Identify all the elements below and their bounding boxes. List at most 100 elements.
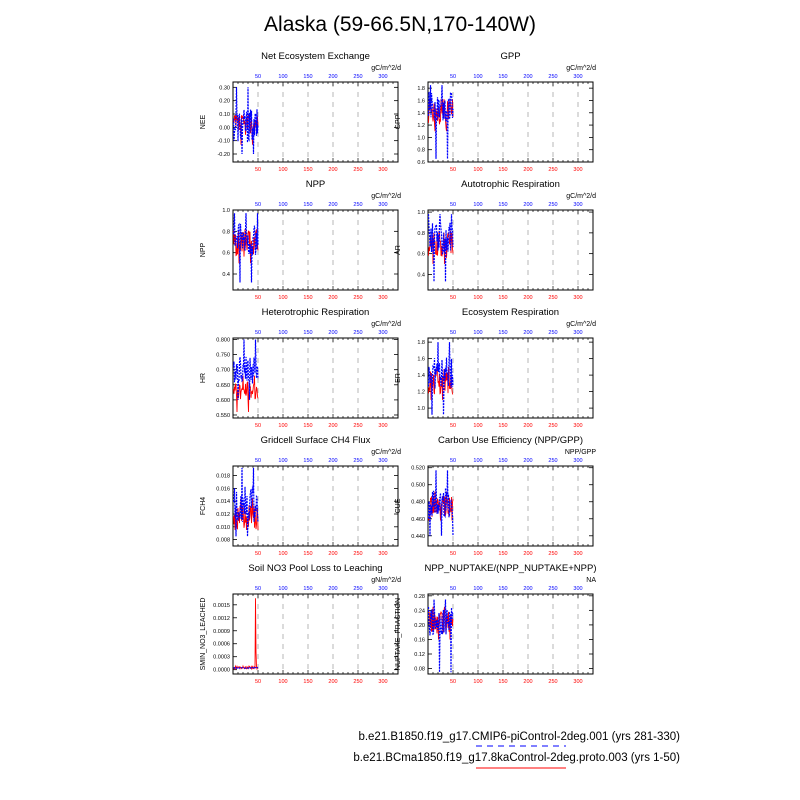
figure-title: Alaska (59-66.5N,170-140W) — [264, 13, 536, 36]
y-tick-label: 0.8 — [222, 229, 230, 235]
x-tick-label-top: 300 — [573, 330, 582, 336]
y-tick-label: 1.2 — [417, 390, 425, 396]
y-tick-label: 0.8 — [417, 148, 425, 154]
x-tick-label-top: 100 — [473, 202, 482, 208]
y-tick-label: 0.08 — [414, 667, 425, 673]
x-tick-label-top: 50 — [450, 202, 456, 208]
x-tick-label-top: 250 — [548, 586, 557, 592]
y-tick-label: 0.0012 — [213, 616, 230, 622]
x-tick-label-bottom: 250 — [548, 551, 557, 557]
x-tick-label-bottom: 100 — [473, 551, 482, 557]
x-tick-label-bottom: 150 — [498, 551, 507, 557]
x-tick-label-top: 100 — [473, 586, 482, 592]
x-tick-label-top: 250 — [353, 586, 362, 592]
y-tick-label: 0.480 — [411, 500, 425, 506]
y-tick-label: 0.8 — [417, 231, 425, 237]
x-tick-label-bottom: 250 — [548, 423, 557, 429]
x-tick-label-top: 300 — [378, 330, 387, 336]
x-tick-label-bottom: 300 — [378, 295, 387, 301]
panel-title: GPP — [500, 51, 520, 62]
y-tick-label: 0.6 — [417, 160, 425, 166]
y-tick-label: 0.24 — [414, 608, 425, 614]
y-tick-label: 0.750 — [216, 353, 230, 359]
y-tick-label: 0.600 — [216, 398, 230, 404]
x-tick-label-bottom: 200 — [523, 167, 532, 173]
x-tick-label-top: 150 — [498, 74, 507, 80]
x-tick-label-bottom: 50 — [450, 551, 456, 557]
x-tick-label-bottom: 200 — [328, 551, 337, 557]
x-tick-label-bottom: 50 — [255, 295, 261, 301]
x-tick-label-top: 300 — [378, 74, 387, 80]
x-tick-label-top: 100 — [473, 330, 482, 336]
x-tick-label-bottom: 200 — [523, 551, 532, 557]
x-tick-label-bottom: 100 — [278, 295, 287, 301]
panel-title: Gridcell Surface CH4 Flux — [261, 435, 371, 446]
y-axis-label: SMIN_NO3_LEACHED — [200, 598, 207, 671]
y-tick-label: 0.0006 — [213, 642, 230, 648]
x-tick-label-top: 300 — [378, 202, 387, 208]
y-axis-label: CUE — [395, 498, 402, 513]
y-tick-label: 0.00 — [219, 125, 230, 131]
panel-title: Net Ecosystem Exchange — [261, 51, 370, 62]
x-tick-label-top: 300 — [573, 74, 582, 80]
x-tick-label-top: 150 — [498, 202, 507, 208]
x-tick-label-bottom: 300 — [573, 295, 582, 301]
x-tick-label-top: 300 — [378, 458, 387, 464]
x-tick-label-top: 250 — [548, 74, 557, 80]
x-tick-label-bottom: 250 — [548, 295, 557, 301]
x-tick-label-top: 50 — [255, 586, 261, 592]
x-tick-label-top: 250 — [353, 202, 362, 208]
x-tick-label-bottom: 150 — [498, 423, 507, 429]
y-tick-label: 0.800 — [216, 338, 230, 344]
x-tick-label-bottom: 150 — [303, 167, 312, 173]
chart-panel-8: Carbon Use Efficiency (NPP/GPP) NPP/GPP CU… — [395, 435, 596, 557]
panel-title: Heterotrophic Respiration — [262, 307, 370, 318]
x-tick-label-top: 200 — [523, 458, 532, 464]
x-tick-label-top: 100 — [473, 74, 482, 80]
y-tick-label: -0.20 — [217, 152, 230, 158]
y-tick-label: 0.6 — [417, 252, 425, 258]
panel-title: NPP_NUPTAKE/(NPP_NUPTAKE+NPP) — [424, 563, 596, 574]
x-tick-label-top: 50 — [450, 458, 456, 464]
x-tick-label-top: 250 — [353, 74, 362, 80]
x-tick-label-bottom: 150 — [498, 167, 507, 173]
x-tick-label-top: 200 — [328, 202, 337, 208]
x-tick-label-bottom: 250 — [548, 167, 557, 173]
y-tick-label: 0.20 — [414, 623, 425, 629]
x-tick-label-top: 100 — [278, 458, 287, 464]
panel-title: Carbon Use Efficiency (NPP/GPP) — [438, 435, 583, 446]
y-tick-label: 0.12 — [414, 652, 425, 658]
x-tick-label-bottom: 100 — [473, 295, 482, 301]
x-tick-label-bottom: 150 — [303, 295, 312, 301]
x-tick-label-top: 200 — [523, 586, 532, 592]
series-line-blue — [427, 470, 454, 536]
x-tick-label-top: 250 — [548, 330, 557, 336]
x-tick-label-top: 200 — [328, 458, 337, 464]
series-line-blue — [427, 85, 454, 159]
series-line-blue — [232, 87, 259, 155]
legend: b.e21.B1850.f19_g17.CMIP6-piControl-2deg… — [353, 731, 680, 769]
x-tick-label-bottom: 100 — [473, 679, 482, 685]
y-axis-label: GPP — [395, 114, 402, 129]
x-tick-label-bottom: 200 — [523, 679, 532, 685]
y-tick-label: 1.6 — [417, 98, 425, 104]
x-tick-label-top: 150 — [498, 330, 507, 336]
y-tick-label: 1.4 — [417, 111, 425, 117]
x-tick-label-bottom: 300 — [573, 423, 582, 429]
series-line-blue — [233, 666, 259, 670]
x-tick-label-top: 150 — [303, 330, 312, 336]
y-tick-label: 0.500 — [411, 483, 425, 489]
plot-frame — [427, 337, 594, 419]
x-tick-label-bottom: 300 — [378, 423, 387, 429]
panel-title: Ecosystem Respiration — [462, 307, 559, 318]
x-tick-label-top: 200 — [328, 330, 337, 336]
x-tick-label-bottom: 50 — [255, 551, 261, 557]
units-label: gN/m^2/d — [371, 577, 401, 584]
y-tick-label: 0.014 — [216, 499, 230, 505]
plot-frame — [232, 593, 399, 675]
y-tick-label: 0.20 — [219, 99, 230, 105]
y-tick-label: 0.018 — [216, 474, 230, 480]
chart-panel-3: NPP gC/m^2/d NPP 0.4 0.6 0.8 1.0 50 100 150 200 250… — [200, 179, 401, 301]
x-tick-label-bottom: 100 — [278, 167, 287, 173]
